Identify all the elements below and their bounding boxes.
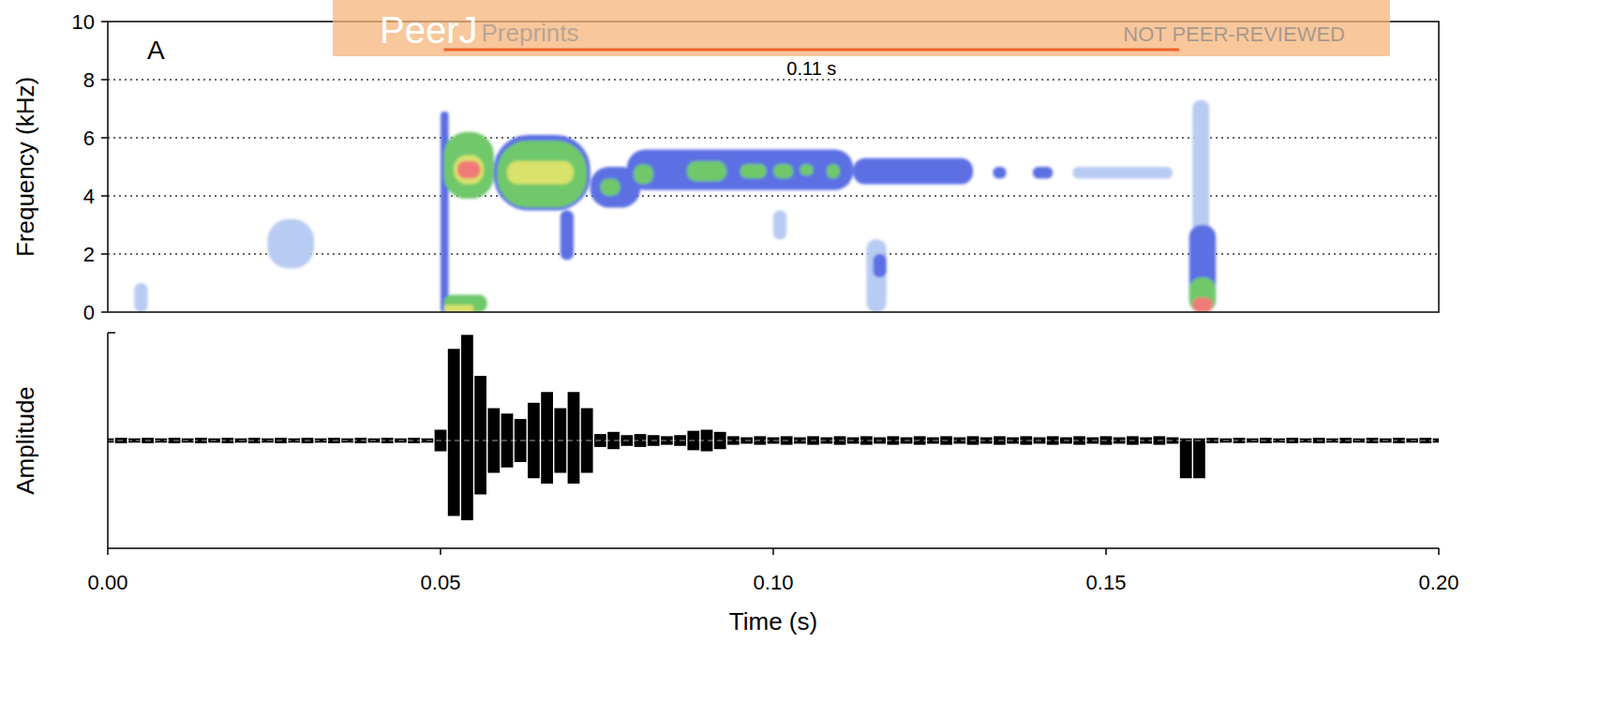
y-tick bbox=[101, 136, 108, 139]
spectrogram-cell bbox=[1073, 166, 1174, 179]
y-tick bbox=[101, 78, 108, 81]
spectrogram-cell bbox=[267, 219, 315, 270]
spectrogram-cell bbox=[992, 166, 1006, 179]
plot-frame bbox=[107, 21, 1439, 313]
waveform-segment bbox=[448, 348, 461, 516]
zero-line bbox=[107, 440, 1439, 442]
waveform-segment bbox=[540, 391, 554, 484]
x-tick bbox=[1437, 548, 1440, 555]
spectrogram-cell bbox=[799, 164, 813, 176]
x-tick bbox=[772, 548, 775, 555]
spectrogram-cell bbox=[440, 111, 449, 313]
x-tick bbox=[439, 548, 442, 555]
cells bbox=[134, 100, 1216, 313]
spectrogram-cell bbox=[496, 140, 587, 208]
y-tick-label: 2 bbox=[83, 242, 95, 267]
x-tick-label: 0.20 bbox=[1419, 570, 1460, 595]
x-tick-label: 0.05 bbox=[420, 570, 462, 595]
spectrogram-cell bbox=[740, 164, 767, 180]
x-tick-label: 0.15 bbox=[1086, 570, 1127, 595]
waveform-segment bbox=[474, 375, 487, 495]
spectrogram-cell bbox=[453, 155, 484, 185]
figure: 0 2 4 6 8 10 Frequency (kHz) A PeerJPreprints NOT… bbox=[0, 0, 1600, 702]
spectrogram-cell bbox=[493, 134, 591, 211]
watermark-text: NOT PEER-REVIEWED bbox=[1122, 22, 1346, 46]
spectrogram-cell bbox=[444, 132, 494, 199]
y-axis-title: Frequency (kHz) bbox=[11, 76, 40, 257]
waveform-segment bbox=[568, 391, 581, 484]
x-tick-label: 0.00 bbox=[88, 570, 129, 595]
spectrogram-cell bbox=[1192, 298, 1212, 314]
spectrogram-cell bbox=[826, 164, 840, 180]
y-tick-label: 6 bbox=[83, 126, 95, 150]
spectrogram-cell bbox=[560, 210, 574, 261]
spectrogram-cell bbox=[852, 158, 973, 185]
watermark-text: PeerJ bbox=[379, 9, 479, 51]
spectrogram-cell bbox=[444, 294, 488, 313]
duration-label: 0.11 s bbox=[786, 58, 837, 79]
spectrogram-cell bbox=[687, 161, 728, 182]
y-tick-label: 8 bbox=[83, 68, 95, 92]
spectrogram-cell bbox=[773, 210, 787, 240]
spectrogram-cell bbox=[599, 178, 620, 196]
y-tick-label: 4 bbox=[83, 184, 95, 209]
waveform-segment bbox=[1193, 438, 1206, 479]
panel-label: A bbox=[147, 35, 165, 65]
spectrogram-cell bbox=[134, 283, 148, 313]
x-tick bbox=[1105, 548, 1107, 555]
watermark-box bbox=[332, 0, 1391, 57]
spectrogram-cell bbox=[457, 161, 481, 180]
duration-bar bbox=[444, 48, 1181, 52]
spectrogram-cell bbox=[1189, 224, 1216, 313]
y-tick-label: 10 bbox=[72, 10, 95, 34]
waveform-segment bbox=[461, 334, 474, 521]
cells-blur bbox=[134, 100, 1216, 313]
spectrogram-cell bbox=[444, 304, 475, 313]
spectrogram-cell bbox=[633, 164, 654, 185]
x-tick-label: 0.10 bbox=[753, 570, 794, 595]
y-tick-label: 0 bbox=[83, 300, 95, 325]
y-tick bbox=[107, 331, 116, 334]
x-axis-title: Time (s) bbox=[729, 607, 818, 636]
y-tick bbox=[101, 20, 108, 23]
spectrogram-cell bbox=[773, 164, 793, 180]
spectrogram-cell bbox=[627, 149, 853, 190]
waveform bbox=[107, 334, 1439, 521]
grid-line bbox=[107, 194, 1439, 196]
y-tick bbox=[101, 194, 108, 197]
spectrogram-cell bbox=[1189, 277, 1216, 313]
grid-line bbox=[107, 136, 1439, 138]
waveform-segment bbox=[1180, 438, 1193, 479]
spectrogram-cell bbox=[873, 254, 887, 278]
y-tick bbox=[101, 311, 108, 314]
y-axis-title: Amplitude bbox=[11, 386, 40, 495]
watermark-text: Preprints bbox=[481, 18, 580, 47]
grid-line bbox=[107, 78, 1439, 80]
y-tick bbox=[101, 253, 108, 255]
spectrogram-cell bbox=[866, 239, 886, 314]
spectrogram-cell bbox=[507, 161, 574, 185]
x-tick bbox=[106, 548, 109, 555]
y-axis-line bbox=[106, 332, 109, 549]
watermark: PeerJPreprints NOT PEER-REVIEWED bbox=[332, 0, 1391, 57]
spectrogram-cell bbox=[1032, 166, 1053, 179]
